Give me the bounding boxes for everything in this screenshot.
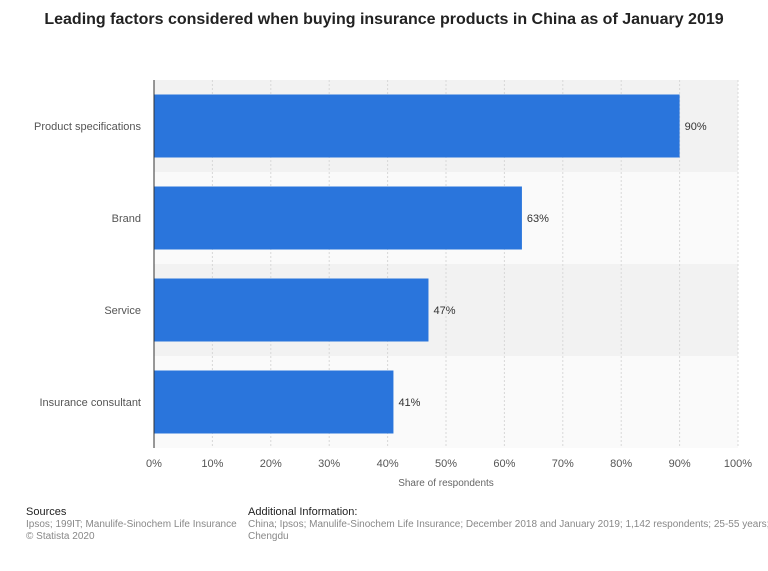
x-tick-label: 10% xyxy=(201,458,223,470)
additional-info-text: China; Ipsos; Manulife-Sinochem Life Ins… xyxy=(248,519,768,530)
x-tick-label: 60% xyxy=(493,458,515,470)
bar-chart: Product specifications Brand Service Insura… xyxy=(34,80,752,489)
x-tick-label: 50% xyxy=(435,458,457,470)
bar[interactable] xyxy=(154,186,522,250)
category-label: Product specifications xyxy=(34,121,141,133)
bar[interactable] xyxy=(154,278,429,342)
data-labels: 90% 63% 47% 41% xyxy=(398,121,706,409)
category-label: Service xyxy=(104,305,141,317)
bars xyxy=(154,94,680,434)
bar[interactable] xyxy=(154,94,680,158)
data-label: 41% xyxy=(398,397,420,409)
additional-info-text-continued: Chengdu xyxy=(248,531,289,542)
chart-title: Leading factors considered when buying i… xyxy=(44,11,724,28)
sources-block: Sources Ipsos; 199IT; Manulife-Sinochem … xyxy=(26,505,237,543)
x-tick-label: 90% xyxy=(669,458,691,470)
copyright-text: © Statista 2020 xyxy=(26,531,95,542)
sources-heading: Sources xyxy=(26,506,67,518)
x-tick-label: 20% xyxy=(260,458,282,470)
additional-info-heading: Additional Information: xyxy=(248,506,358,518)
x-axis-label: Share of respondents xyxy=(398,478,494,489)
x-tick-label: 80% xyxy=(610,458,632,470)
category-labels: Product specifications Brand Service Insura… xyxy=(34,121,141,409)
x-tick-label: 70% xyxy=(552,458,574,470)
x-tick-label: 0% xyxy=(146,458,162,470)
data-label: 63% xyxy=(527,213,549,225)
x-tick-label: 100% xyxy=(724,458,752,470)
category-label: Brand xyxy=(112,213,141,225)
x-tick-label: 40% xyxy=(377,458,399,470)
additional-info-block: Additional Information: China; Ipsos; Ma… xyxy=(248,505,768,543)
category-label: Insurance consultant xyxy=(39,397,141,409)
x-tick-label: 30% xyxy=(318,458,340,470)
bar[interactable] xyxy=(154,370,394,434)
data-label: 47% xyxy=(433,305,455,317)
x-tick-labels: 0% 10% 20% 30% 40% 50% 60% 70% 80% 90% 100% xyxy=(146,458,752,470)
data-label: 90% xyxy=(685,121,707,133)
sources-text: Ipsos; 199IT; Manulife-Sinochem Life Ins… xyxy=(26,519,237,530)
